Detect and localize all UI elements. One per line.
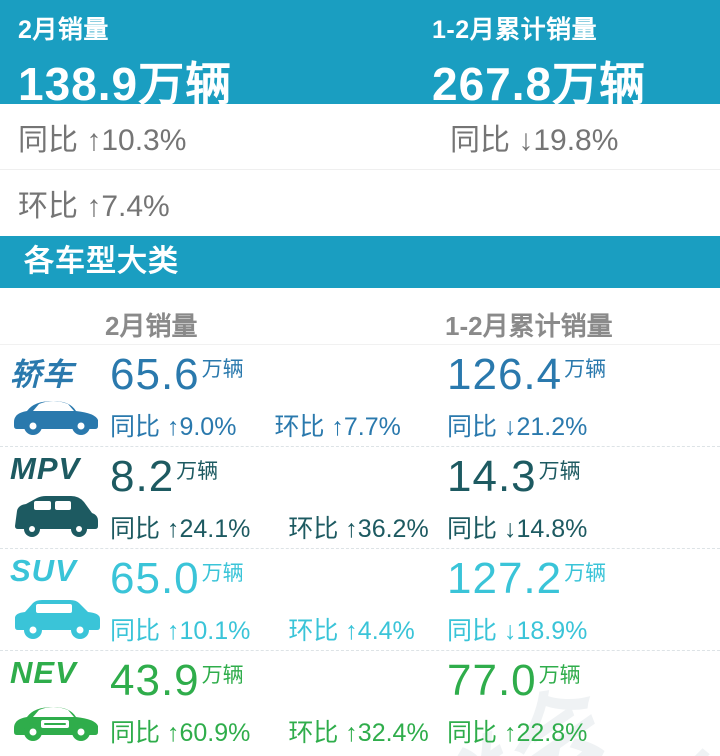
mpv-cum-cell: 14.3万辆 同比 ↓14.8% xyxy=(447,455,587,545)
suv-label: SUV xyxy=(10,553,77,588)
sedan-feb-value: 65.6万辆 xyxy=(110,350,244,399)
feb-total-block: 2月销量 138.9万辆 xyxy=(18,0,232,114)
cum-total-block: 1-2月累计销量 267.8万辆 xyxy=(432,0,646,114)
mpv-feb-stats: 同比 ↑24.1% 环比 ↑36.2% xyxy=(110,515,429,543)
nev-cum-stats: 同比 ↑22.8% xyxy=(447,719,588,747)
column-header-feb: 2月销量 xyxy=(105,311,198,341)
suv-feb-stats: 同比 ↑10.1% 环比 ↑4.4% xyxy=(110,617,415,645)
mpv-label: MPV xyxy=(10,451,81,486)
table-column-headers: 2月销量 1-2月累计销量 xyxy=(0,288,720,345)
summary-row-mom: 环比 ↑7.4% xyxy=(0,169,720,235)
suv-cum-cell: 127.2万辆 同比 ↓18.9% xyxy=(447,557,606,647)
sedan-feb-cell: 65.6万辆 同比 ↑9.0% 环比 ↑7.7% xyxy=(110,353,401,443)
nev-feb-value: 43.9万辆 xyxy=(110,656,244,705)
sedan-car-icon xyxy=(8,391,104,442)
sedan-cum-cell: 126.4万辆 同比 ↓21.2% xyxy=(447,353,606,443)
mpv-cum-value: 14.3万辆 xyxy=(447,452,581,501)
column-header-cum: 1-2月累计销量 xyxy=(445,311,613,341)
table-row-nev: NEV 43.9万辆 同比 ↑60.9% 环比 ↑32.4% 77.0万辆 同比 … xyxy=(0,651,720,753)
cum-yoy-stat: 同比 ↓19.8% xyxy=(450,123,619,157)
nev-cum-value: 77.0万辆 xyxy=(447,656,581,705)
suv-cum-stats: 同比 ↓18.9% xyxy=(447,617,588,645)
suv-feb-cell: 65.0万辆 同比 ↑10.1% 环比 ↑4.4% xyxy=(110,557,415,647)
suv-feb-value: 65.0万辆 xyxy=(110,554,244,603)
mpv-cum-stats: 同比 ↓14.8% xyxy=(447,515,588,543)
feb-mom-stat: 环比 ↑7.4% xyxy=(18,189,170,223)
table-row-sedan: 轿车 65.6万辆 同比 ↑9.0% 环比 ↑7.7% 126.4万辆 同比 ↓2… xyxy=(0,345,720,447)
feb-total-label: 2月销量 xyxy=(18,16,109,44)
feb-yoy-stat: 同比 ↑10.3% xyxy=(18,123,187,157)
cum-total-label: 1-2月累计销量 xyxy=(432,16,598,44)
nev-cum-cell: 77.0万辆 同比 ↑22.8% xyxy=(447,659,587,749)
section-title-bar: 各车型大类 xyxy=(0,236,720,288)
nev-car-icon xyxy=(8,697,104,748)
summary-stats: 同比 ↑10.3% 同比 ↓19.8% 环比 ↑7.4% xyxy=(0,104,720,236)
sedan-cum-stats: 同比 ↓21.2% xyxy=(447,413,588,441)
table-row-mpv: MPV 8.2万辆 同比 ↑24.1% 环比 ↑36.2% 14.3万辆 同比 ↓… xyxy=(0,447,720,549)
sedan-cum-value: 126.4万辆 xyxy=(447,350,607,399)
nev-feb-stats: 同比 ↑60.9% 环比 ↑32.4% xyxy=(110,719,429,747)
total-sales-header: 2月销量 138.9万辆 1-2月累计销量 267.8万辆 xyxy=(0,0,720,110)
suv-cum-value: 127.2万辆 xyxy=(447,554,607,603)
vehicle-rows: CADA 乘联会 CADA 乘联会 CADA 乘联会 轿车 65.6万辆 同比 … xyxy=(0,345,720,756)
mpv-feb-value: 8.2万辆 xyxy=(110,452,219,501)
suv-car-icon xyxy=(8,595,104,646)
nev-feb-cell: 43.9万辆 同比 ↑60.9% 环比 ↑32.4% xyxy=(110,659,429,749)
summary-row-yoy: 同比 ↑10.3% 同比 ↓19.8% xyxy=(0,104,720,169)
mpv-car-icon xyxy=(8,493,104,544)
cum-total-value: 267.8万辆 xyxy=(432,58,647,110)
feb-total-value: 138.9万辆 xyxy=(18,58,233,110)
sedan-label: 轿车 xyxy=(10,357,74,392)
table-row-suv: SUV 65.0万辆 同比 ↑10.1% 环比 ↑4.4% 127.2万辆 同比 … xyxy=(0,549,720,651)
nev-label: NEV xyxy=(10,655,77,690)
mpv-feb-cell: 8.2万辆 同比 ↑24.1% 环比 ↑36.2% xyxy=(110,455,429,545)
sedan-feb-stats: 同比 ↑9.0% 环比 ↑7.7% xyxy=(110,413,401,441)
